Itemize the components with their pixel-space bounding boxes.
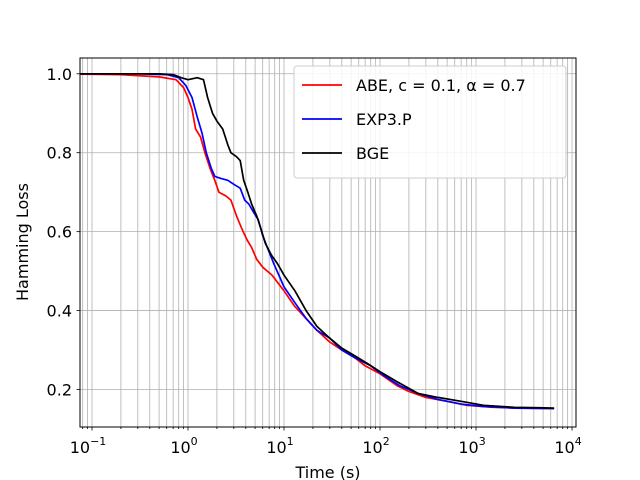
x-tick-label: 103: [458, 435, 485, 457]
x-tick-label-exponent: 4: [575, 435, 582, 448]
x-tick-label: 104: [554, 435, 581, 457]
y-tick-label: 0.4: [47, 302, 72, 321]
grid: [80, 58, 576, 427]
x-tick-label-base: 10: [266, 438, 286, 457]
x-tick-label: 101: [266, 435, 293, 457]
series-line-1: [80, 73, 555, 410]
legend-box: [293, 65, 567, 179]
legend-label-3: BGE: [356, 144, 389, 163]
y-tick-label: 0.6: [47, 223, 72, 242]
legend: ABE, c = 0.1, α = 0.7 EXP3.P BGE: [293, 65, 567, 179]
x-tick-label: 102: [362, 435, 389, 457]
legend-label-2: EXP3.P: [356, 110, 412, 129]
plot-frame: [79, 57, 577, 428]
x-tick-label-exponent: 3: [479, 435, 486, 448]
y-tick-label: 1.0: [47, 65, 72, 84]
x-tick-label-exponent: 0: [191, 435, 198, 448]
x-tick-label-base: 10: [362, 438, 382, 457]
x-tick-label-base: 10: [170, 438, 190, 457]
y-tick-label: 0.8: [47, 144, 72, 163]
series-lines: [80, 72, 555, 410]
x-tick-label: 100: [170, 435, 197, 457]
x-tick-label-base: 10: [70, 438, 90, 457]
x-tick-label-base: 10: [554, 438, 574, 457]
legend-label-1: ABE, c = 0.1, α = 0.7: [356, 76, 526, 95]
x-tick-label: 10−1: [70, 435, 107, 457]
x-tick-label-exponent: −1: [90, 435, 106, 448]
series-line-3: [80, 72, 555, 409]
x-tick-label-exponent: 1: [287, 435, 294, 448]
x-tick-label-base: 10: [458, 438, 478, 457]
y-tick-label: 0.2: [47, 381, 72, 400]
x-tick-label-exponent: 2: [383, 435, 390, 448]
y-axis-label: Hamming Loss: [13, 183, 32, 301]
x-axis-label: Time (s): [294, 463, 360, 480]
